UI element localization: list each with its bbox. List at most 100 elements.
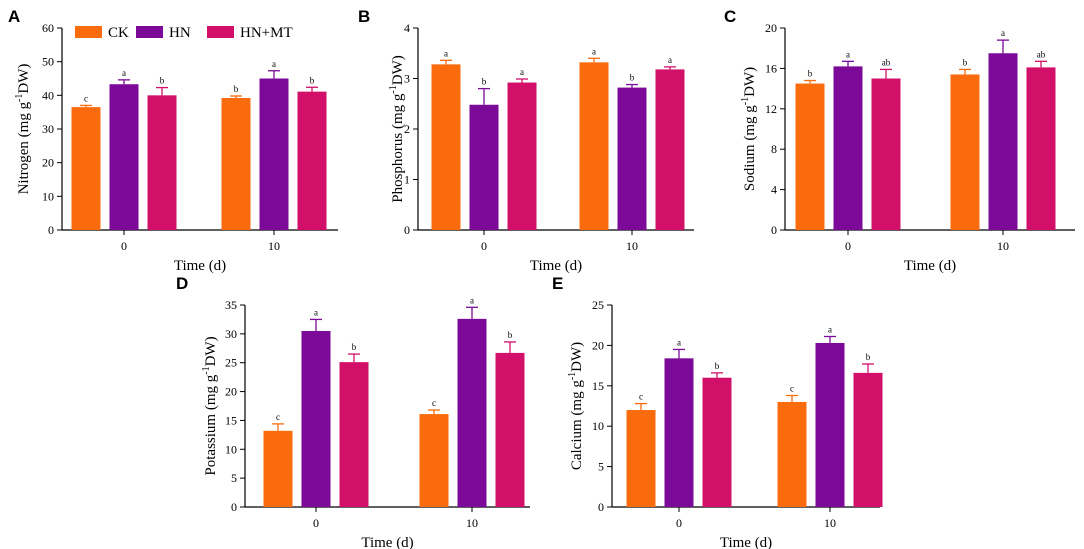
- bar: [579, 62, 609, 231]
- legend-label: HN: [169, 25, 191, 41]
- bar: [795, 83, 825, 230]
- x-tick-label: 0: [121, 239, 127, 253]
- y-tick-label: 0: [231, 500, 237, 514]
- y-tick-label: 10: [42, 189, 54, 203]
- y-tick-label: 20: [765, 21, 777, 35]
- bar: [109, 84, 139, 231]
- significance-letter: b: [715, 361, 720, 371]
- significance-letter: b: [234, 84, 239, 94]
- bar: [617, 87, 647, 230]
- legend-swatch: [136, 26, 163, 38]
- significance-letter: b: [352, 342, 357, 352]
- bar: [495, 352, 525, 507]
- bar: [259, 78, 289, 230]
- bar: [301, 330, 331, 507]
- y-tick-label: 4: [404, 21, 410, 35]
- panel-letter: A: [8, 7, 20, 26]
- bar: [431, 64, 461, 230]
- x-axis-title: Time (d): [720, 535, 772, 549]
- x-tick-label: 10: [824, 516, 836, 530]
- significance-letter: a: [677, 337, 681, 347]
- significance-letter: b: [508, 330, 513, 340]
- y-tick-label: 5: [231, 471, 237, 485]
- x-axis-title: Time (d): [904, 258, 956, 274]
- x-tick-label: 10: [997, 239, 1009, 253]
- y-tick-label: 3: [404, 72, 410, 86]
- y-tick-label: 30: [42, 122, 54, 136]
- significance-letter: a: [668, 55, 672, 65]
- y-tick-label: 40: [42, 88, 54, 102]
- panel-d: D 0 5 10 15 20 25 30 35 0 10 c c a a b b Time (d) Potassiu…: [176, 274, 530, 549]
- panel-c: C 0 4 8 12 16 20 0 10 b b a a ab ab Time (d) Sodium (mg …: [724, 7, 1075, 274]
- bar: [263, 430, 293, 507]
- bar: [626, 410, 656, 507]
- significance-letter: b: [963, 57, 968, 67]
- legend-swatch: [207, 26, 234, 38]
- bar: [419, 414, 449, 507]
- y-tick-label: 25: [225, 356, 237, 370]
- bar: [1026, 67, 1056, 230]
- significance-letter: a: [122, 68, 126, 78]
- panel-letter: B: [358, 7, 370, 26]
- bar: [988, 53, 1018, 230]
- y-tick-label: 60: [42, 21, 54, 35]
- significance-letter: c: [84, 93, 88, 103]
- bar: [702, 377, 732, 507]
- bar: [833, 66, 863, 230]
- significance-letter: a: [272, 59, 276, 69]
- panel-letter: E: [552, 274, 563, 293]
- x-axis-title: Time (d): [361, 535, 413, 549]
- significance-letter: c: [790, 383, 794, 393]
- y-axis-title: Nitrogen (mg g-1DW): [14, 64, 32, 195]
- bar: [655, 69, 685, 230]
- significance-letter: b: [482, 77, 487, 87]
- bar: [853, 372, 883, 507]
- significance-letter: c: [276, 412, 280, 422]
- significance-letter: b: [160, 76, 165, 86]
- panel-a: A 0 10 20 30 40 50 60 0 10 c b a a b b Time (d) Nitrogen …: [8, 7, 338, 274]
- bar: [777, 401, 807, 507]
- legend: CK HN HN+MT: [75, 25, 293, 41]
- bar: [950, 74, 980, 231]
- x-tick-label: 10: [466, 516, 478, 530]
- y-axis-title: Phosphorus (mg g-1DW): [388, 55, 406, 203]
- x-axis-title: Time (d): [530, 258, 582, 274]
- y-tick-label: 15: [225, 413, 237, 427]
- y-tick-label: 20: [225, 385, 237, 399]
- y-tick-label: 8: [771, 142, 777, 156]
- y-axis-title: Sodium (mg g-1DW): [740, 67, 758, 191]
- panel-letter: C: [724, 7, 736, 26]
- legend-swatch: [75, 26, 102, 38]
- x-tick-label: 0: [676, 516, 682, 530]
- bar: [457, 318, 487, 507]
- significance-letter: ab: [1037, 49, 1046, 59]
- panel-e: E 0 5 10 15 20 25 0 10 c c a a b b Time (d) Calcium (mg …: [552, 274, 883, 549]
- x-tick-label: 0: [313, 516, 319, 530]
- x-tick-label: 0: [845, 239, 851, 253]
- x-tick-label: 10: [626, 239, 638, 253]
- legend-label: CK: [108, 25, 129, 41]
- significance-letter: a: [846, 49, 850, 59]
- bar: [297, 91, 327, 230]
- y-tick-label: 4: [771, 183, 777, 197]
- y-tick-label: 16: [765, 61, 777, 75]
- panel-letter: D: [176, 274, 188, 293]
- y-tick-label: 0: [598, 500, 604, 514]
- significance-letter: a: [314, 307, 318, 317]
- y-tick-label: 0: [404, 223, 410, 237]
- bar: [147, 95, 177, 230]
- significance-letter: ab: [882, 57, 891, 67]
- significance-letter: a: [444, 48, 448, 58]
- significance-letter: a: [828, 325, 832, 335]
- significance-letter: a: [470, 295, 474, 305]
- legend-label: HN+MT: [240, 25, 293, 41]
- y-tick-label: 0: [771, 223, 777, 237]
- bar: [815, 342, 845, 507]
- significance-letter: a: [1001, 28, 1005, 38]
- significance-letter: a: [520, 67, 524, 77]
- significance-letter: b: [808, 69, 813, 79]
- y-tick-label: 20: [42, 156, 54, 170]
- bar: [339, 362, 369, 507]
- y-tick-label: 0: [48, 223, 54, 237]
